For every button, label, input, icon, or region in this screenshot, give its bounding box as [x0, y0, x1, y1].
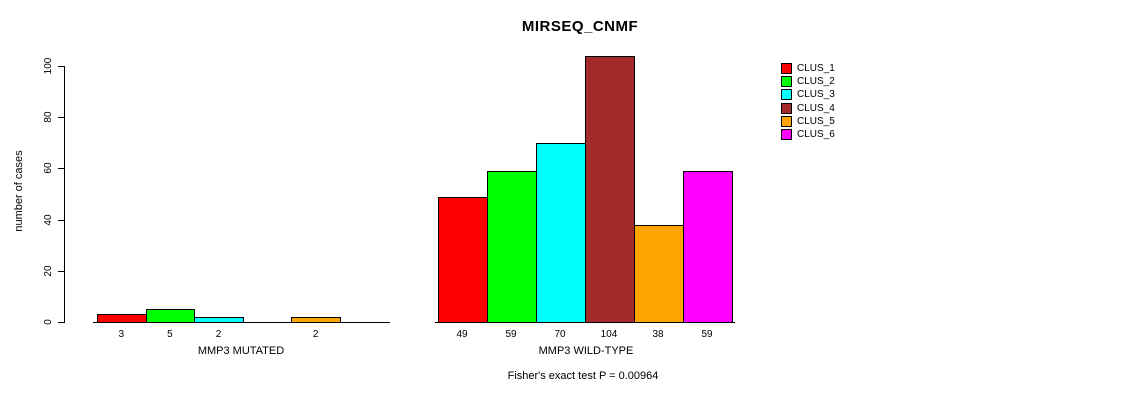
- legend-item-clus_2: CLUS_2: [781, 76, 835, 88]
- bar-clus_6: [682, 170, 733, 323]
- bar-clus_5: [633, 224, 684, 323]
- bar-clus_2: [486, 170, 537, 323]
- legend-color-swatch: [781, 63, 792, 74]
- y-axis-tick-label: 100: [43, 57, 54, 75]
- bar-value-label: 70: [554, 329, 566, 340]
- bar-value-label: 2: [312, 329, 319, 340]
- legend-color-swatch: [781, 115, 792, 127]
- bar-value-label: 2: [215, 329, 222, 340]
- group-label-mutated: MMP3 MUTATED: [197, 345, 285, 357]
- legend-label: CLUS_3: [797, 89, 835, 101]
- bar-clus_4: [584, 55, 635, 323]
- legend-item-clus_5: CLUS_5: [781, 115, 835, 127]
- y-axis-tick: [58, 66, 64, 67]
- y-axis-tick: [58, 168, 64, 170]
- legend-color-swatch: [781, 89, 792, 101]
- legend-color-swatch: [781, 102, 792, 114]
- bar-clus_1: [97, 314, 147, 323]
- y-axis-tick-label: 20: [43, 265, 54, 277]
- y-axis-label: number of cases: [13, 150, 25, 232]
- bar-value-label: 3: [118, 329, 125, 340]
- legend-color-swatch: [781, 129, 792, 140]
- fisher-test-annotation: Fisher's exact test P = 0.00964: [507, 370, 659, 382]
- y-axis-tick-label: 0: [43, 319, 54, 325]
- legend-label: CLUS_4: [797, 102, 835, 114]
- group-label-wildtype: MMP3 WILD-TYPE: [538, 345, 634, 357]
- bar-value-label: 59: [505, 329, 517, 340]
- bar-value-label: 49: [456, 329, 468, 340]
- y-axis-line: [64, 66, 65, 323]
- legend-label: CLUS_1: [797, 63, 835, 74]
- legend-item-clus_3: CLUS_3: [781, 89, 835, 101]
- bar-clus_3: [535, 142, 586, 323]
- legend-item-clus_6: CLUS_6: [781, 129, 835, 140]
- bar-value-label: 59: [701, 329, 713, 340]
- bar-value-label: 5: [167, 329, 173, 340]
- legend-label: CLUS_2: [797, 76, 835, 88]
- y-axis-tick-label: 80: [43, 111, 54, 123]
- y-axis-tick: [58, 270, 64, 272]
- legend-item-clus_4: CLUS_4: [781, 102, 835, 114]
- bar-value-label: 38: [652, 329, 664, 340]
- y-axis-tick-label: 60: [43, 162, 54, 174]
- chart-title: MIRSEQ_CNMF: [521, 18, 639, 35]
- legend-label: CLUS_5: [797, 115, 835, 127]
- legend-color-swatch: [781, 76, 792, 88]
- y-axis-tick: [58, 117, 64, 119]
- bar-clus_3: [194, 316, 244, 323]
- bar-clus_2: [145, 309, 196, 323]
- y-axis-tick: [58, 322, 64, 323]
- legend-item-clus_1: CLUS_1: [781, 63, 835, 74]
- y-axis-tick-label: 40: [43, 214, 54, 226]
- bar-value-label: 104: [600, 329, 618, 340]
- legend-label: CLUS_6: [797, 129, 835, 140]
- bar-clus_5: [291, 316, 341, 323]
- y-axis-tick: [58, 219, 64, 221]
- bar-clus_1: [437, 196, 488, 323]
